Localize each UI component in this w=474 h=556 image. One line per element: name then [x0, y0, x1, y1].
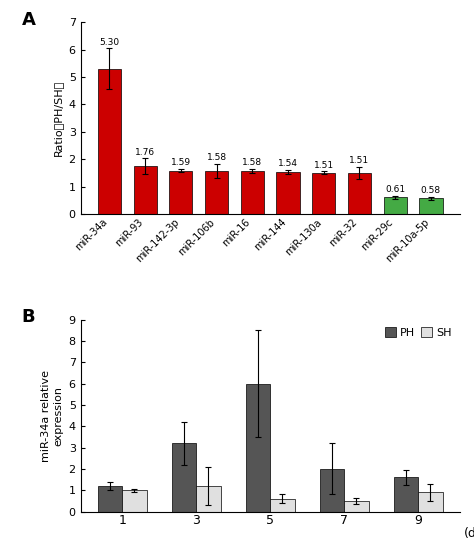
Bar	[270, 499, 295, 512]
Text: 1.59: 1.59	[171, 158, 191, 167]
Legend: PH, SH: PH, SH	[383, 325, 454, 340]
Text: 0.58: 0.58	[421, 186, 441, 195]
Text: 1.58: 1.58	[242, 158, 263, 167]
Bar	[348, 173, 371, 214]
Bar	[241, 171, 264, 214]
Text: 1.58: 1.58	[207, 153, 227, 162]
Bar	[418, 492, 443, 512]
Text: (d): (d)	[464, 527, 474, 540]
Text: 1.51: 1.51	[349, 156, 370, 165]
Bar	[394, 478, 418, 512]
Bar	[98, 486, 122, 512]
Bar	[205, 171, 228, 214]
Bar	[312, 173, 336, 214]
Bar	[196, 486, 220, 512]
Bar	[344, 501, 369, 512]
Text: B: B	[22, 308, 36, 326]
Text: 1.76: 1.76	[135, 147, 155, 157]
Bar	[320, 469, 344, 512]
Bar	[98, 69, 121, 214]
Text: 0.61: 0.61	[385, 185, 405, 195]
Y-axis label: miR-34a relative
expression: miR-34a relative expression	[41, 370, 63, 461]
Text: 1.51: 1.51	[314, 161, 334, 170]
Y-axis label: Ratio（PH/SH）: Ratio（PH/SH）	[53, 80, 63, 156]
Text: 5.30: 5.30	[100, 38, 119, 47]
Bar	[169, 171, 192, 214]
Bar	[276, 172, 300, 214]
Bar	[134, 166, 157, 214]
Bar	[172, 443, 196, 512]
Bar	[419, 198, 443, 214]
Text: A: A	[22, 11, 36, 29]
Bar	[246, 384, 270, 512]
Bar	[383, 197, 407, 214]
Bar	[122, 490, 146, 512]
Text: 1.54: 1.54	[278, 160, 298, 168]
